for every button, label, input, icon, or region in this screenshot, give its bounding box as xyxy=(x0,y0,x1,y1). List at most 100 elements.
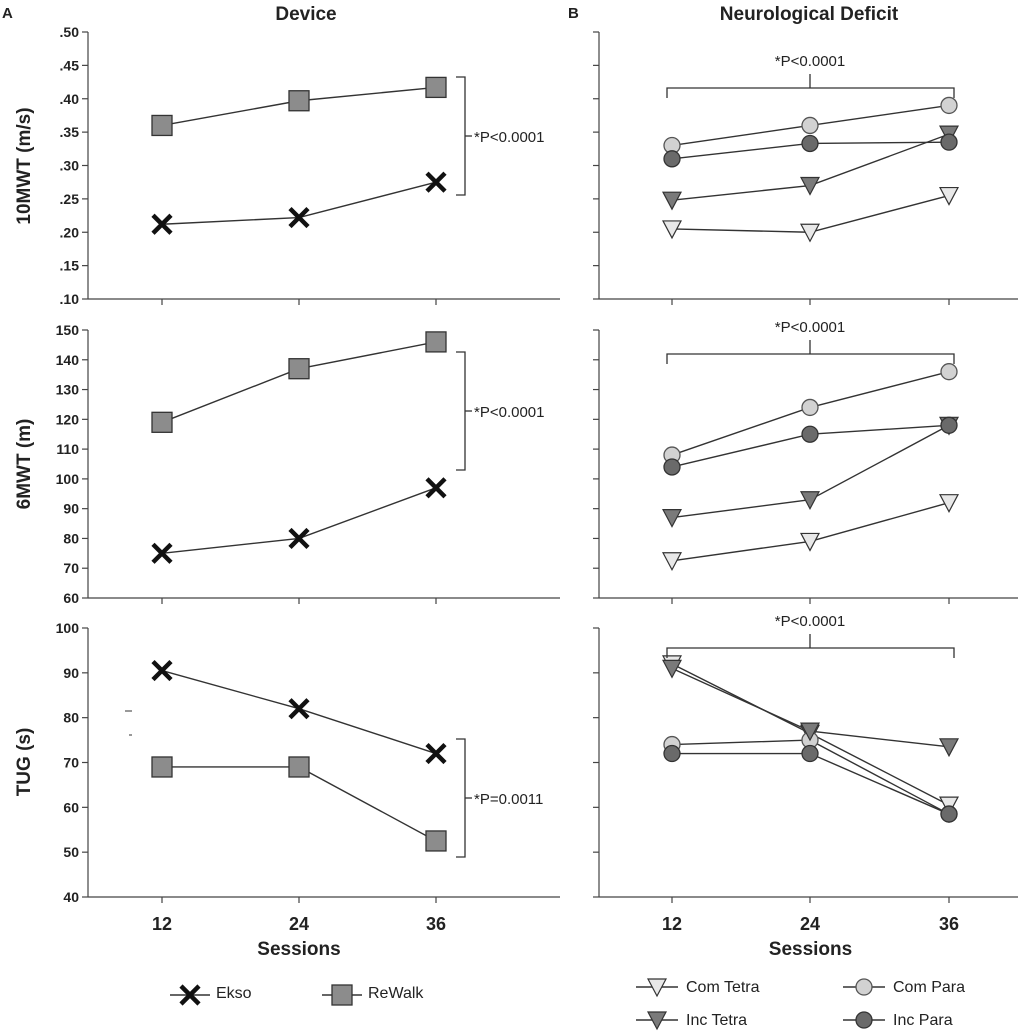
data-point-com-para xyxy=(940,96,958,115)
column-title-device: Device xyxy=(275,4,336,25)
y-tick-label: 80 xyxy=(63,710,79,726)
chart-device-6mwt: 60 70 80 90 100 110 120 130 140 150 xyxy=(56,322,560,606)
data-point-ekso xyxy=(151,213,173,235)
data-point-ekso xyxy=(288,206,310,229)
data-point-inc-tetra xyxy=(662,659,682,679)
x-tick-label: 12 xyxy=(152,914,172,934)
data-point-inc-para xyxy=(801,744,819,763)
significance-bracket-device-tug xyxy=(456,738,472,858)
data-point-rewalk xyxy=(151,114,173,137)
data-point-com-tetra xyxy=(662,552,682,572)
y-tick-label: .20 xyxy=(60,224,80,240)
significance-bracket-device-6mwt xyxy=(456,351,472,471)
ylabel-tug: TUG (s) xyxy=(14,728,35,797)
series-line-ekso xyxy=(161,487,437,555)
significance-bracket-device-10mwt xyxy=(456,76,472,196)
significance-neuro-tug: *P<0.0001 xyxy=(775,613,845,630)
y-tick-label: .50 xyxy=(60,24,80,40)
data-point-com-tetra xyxy=(800,223,820,243)
significance-device-10mwt: *P<0.0001 xyxy=(474,129,544,146)
data-point-rewalk xyxy=(425,830,447,852)
inc-tetra-triangle-icon xyxy=(647,1011,667,1031)
legend-label-inc-para: Inc Para xyxy=(893,1012,953,1029)
y-tick-label: 70 xyxy=(63,560,79,576)
data-point-inc-tetra xyxy=(800,722,820,742)
data-point-inc-tetra xyxy=(662,509,682,528)
y-tick-label: 140 xyxy=(56,352,80,368)
y-tick-label: .10 xyxy=(60,291,80,307)
column-title-neuro: Neurological Deficit xyxy=(720,4,899,25)
data-point-inc-tetra xyxy=(662,191,682,211)
chart-device-10mwt: .10 .15 .20 .25 .30 .35 .40 .45 .50 xyxy=(60,24,560,307)
data-point-inc-para xyxy=(663,458,681,476)
data-point-com-tetra xyxy=(662,220,682,240)
legend-marker-ekso xyxy=(170,984,210,1006)
significance-device-6mwt: *P<0.0001 xyxy=(474,404,544,421)
data-point-ekso xyxy=(425,171,447,193)
y-tick-label: 60 xyxy=(63,590,79,606)
legend-marker-com-tetra xyxy=(636,978,678,998)
data-point-inc-para xyxy=(663,744,681,763)
legend-label-inc-tetra: Inc Tetra xyxy=(686,1012,747,1029)
y-tick-label: .15 xyxy=(60,258,80,274)
rewalk-square-icon xyxy=(331,984,353,1006)
legend-marker-rewalk xyxy=(322,984,362,1006)
x-axis-label: Sessions xyxy=(257,939,340,960)
legend-device: Ekso ReWalk xyxy=(170,984,424,1006)
significance-device-tug: *P=0.0011 xyxy=(474,791,543,808)
y-tick-label: 40 xyxy=(63,889,79,905)
chart-neuro-10mwt xyxy=(593,31,1018,305)
y-tick-label: .25 xyxy=(60,191,80,207)
significance-bracket-neuro-tug xyxy=(666,634,955,658)
data-point-ekso xyxy=(425,742,447,765)
data-point-rewalk xyxy=(425,76,447,99)
y-tick-label: 120 xyxy=(56,411,80,427)
data-point-rewalk xyxy=(288,756,310,778)
y-tick-label: 50 xyxy=(63,844,79,860)
panel-label-a: A xyxy=(2,5,13,22)
data-point-com-tetra xyxy=(939,494,959,513)
ekso-x-icon xyxy=(179,984,201,1006)
x-tick-label: 12 xyxy=(662,914,682,934)
data-point-com-tetra xyxy=(800,532,820,552)
legend-marker-com-para xyxy=(843,978,885,996)
legend-marker-inc-para xyxy=(843,1011,885,1029)
significance-neuro-6mwt: *P<0.0001 xyxy=(775,319,845,336)
y-tick-label: 100 xyxy=(56,471,80,487)
data-point-inc-tetra xyxy=(800,176,820,196)
data-point-com-para xyxy=(940,363,958,381)
significance-neuro-10mwt: *P<0.0001 xyxy=(775,53,845,70)
data-point-rewalk xyxy=(425,331,447,353)
data-point-inc-para xyxy=(940,133,958,151)
y-tick-label: 100 xyxy=(56,620,80,636)
legend-neuro: Com Tetra Com Para Inc Tetra Inc Para xyxy=(636,978,965,1031)
y-tick-label: 60 xyxy=(63,799,79,815)
legend-marker-inc-tetra xyxy=(636,1011,678,1031)
x-tick-label: 36 xyxy=(426,914,446,934)
y-tick-label: 150 xyxy=(56,322,80,338)
y-tick-label: 110 xyxy=(56,441,79,457)
y-tick-label: .40 xyxy=(60,91,80,107)
data-point-inc-tetra xyxy=(800,491,820,511)
inc-para-circle-icon xyxy=(855,1011,873,1029)
x-axis-label: Sessions xyxy=(769,939,852,960)
com-tetra-triangle-icon xyxy=(647,978,667,998)
ylabel-6mwt: 6MWT (m) xyxy=(14,419,35,510)
data-point-rewalk xyxy=(288,358,310,380)
y-tick-label: 80 xyxy=(63,530,79,546)
x-tick-label: 24 xyxy=(289,914,309,934)
data-point-inc-tetra xyxy=(939,738,959,758)
data-point-com-para xyxy=(801,398,819,417)
ylabel-10mwt: 10MWT (m/s) xyxy=(14,107,35,224)
significance-bracket-neuro-10mwt xyxy=(666,74,955,98)
data-point-inc-para xyxy=(663,150,681,168)
series-line-ekso xyxy=(161,669,437,755)
data-point-rewalk xyxy=(151,756,173,778)
chart-neuro-tug: 12 24 36 Sessions xyxy=(593,627,1018,960)
series-line-com-tetra xyxy=(671,502,950,562)
data-point-ekso xyxy=(288,527,310,550)
data-point-ekso xyxy=(151,542,173,564)
y-tick-label: .30 xyxy=(60,158,80,174)
data-point-ekso xyxy=(151,660,173,682)
